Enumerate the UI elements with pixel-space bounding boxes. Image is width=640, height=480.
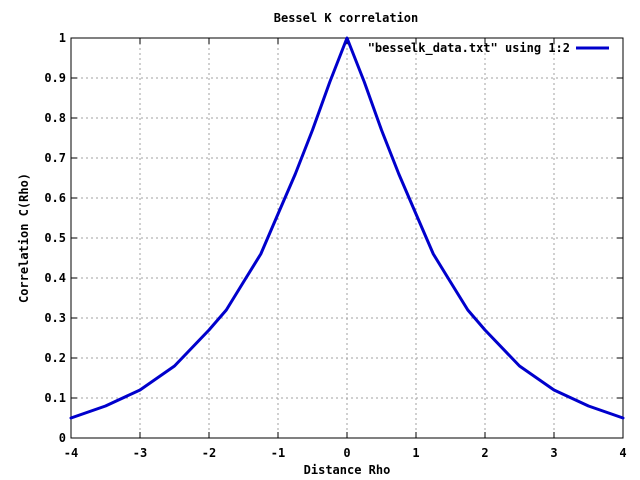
y-tick-label: 0.3 [44, 311, 66, 325]
y-tick-label: 0.7 [44, 151, 66, 165]
x-tick-label: -2 [202, 446, 216, 460]
axis-ticks: -4 -3 -2 -1 0 1 2 3 4 0 0.1 0.2 0.3 0.4 0.5 0.6 0.7 0.8 0.… [44, 31, 626, 460]
series-line [69, 36, 625, 420]
legend-label: "besselk_data.txt" using 1:2 [368, 41, 570, 56]
x-tick-label: 4 [619, 446, 626, 460]
legend: "besselk_data.txt" using 1:2 [368, 41, 609, 56]
grid [71, 38, 623, 438]
y-tick-label: 0.5 [44, 231, 66, 245]
x-axis-label: Distance Rho [304, 463, 391, 477]
y-tick-label: 0.4 [44, 271, 66, 285]
chart-title: Bessel K correlation [274, 11, 419, 25]
y-tick-label: 0 [59, 431, 66, 445]
x-tick-label: 0 [343, 446, 350, 460]
y-tick-label: 0.6 [44, 191, 66, 205]
y-axis-label: Correlation C(Rho) [17, 173, 31, 303]
x-tick-label: 1 [412, 446, 419, 460]
x-tick-label: 2 [481, 446, 488, 460]
y-tick-label: 0.8 [44, 111, 66, 125]
x-tick-label: -3 [133, 446, 147, 460]
y-tick-label: 0.9 [44, 71, 66, 85]
y-tick-label: 1 [59, 31, 66, 45]
y-tick-label: 0.2 [44, 351, 66, 365]
data-series [69, 36, 625, 420]
y-tick-label: 0.1 [44, 391, 66, 405]
x-tick-label: -4 [64, 446, 78, 460]
x-tick-label: -1 [271, 446, 285, 460]
x-tick-label: 3 [550, 446, 557, 460]
